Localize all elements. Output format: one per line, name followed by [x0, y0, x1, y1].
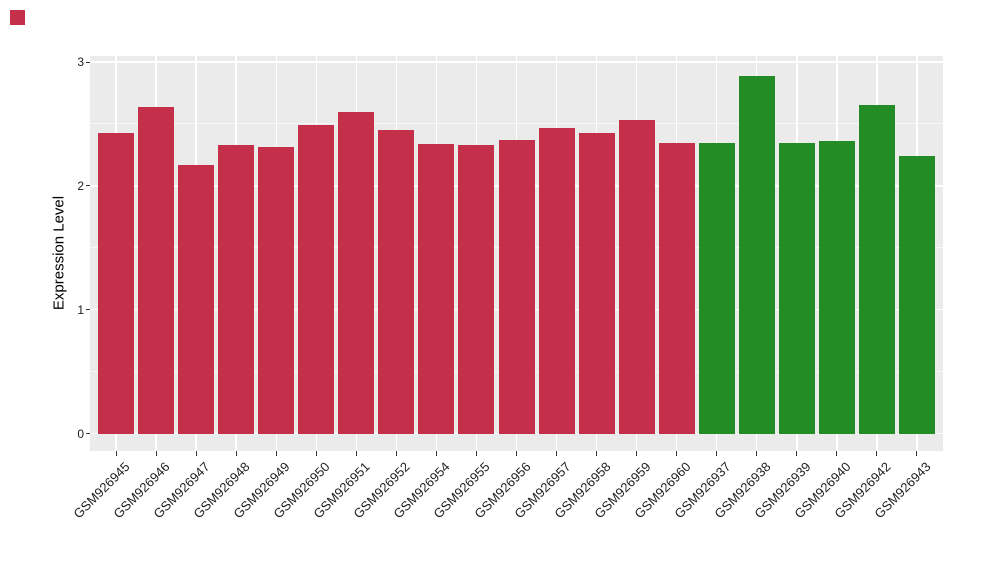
bar-GSM926945	[98, 132, 135, 434]
bar-GSM926946	[138, 106, 175, 434]
bar-GSM926958	[578, 132, 615, 434]
x-tick	[195, 451, 197, 456]
x-tick	[796, 451, 798, 456]
bar-GSM926956	[498, 140, 535, 434]
bar-GSM926960	[658, 142, 695, 434]
y-tick	[85, 433, 90, 434]
bar-GSM926957	[538, 127, 575, 434]
x-tick	[756, 451, 758, 456]
x-tick	[275, 451, 277, 456]
x-tick	[876, 451, 878, 456]
x-tick	[596, 451, 598, 456]
x-tick	[716, 451, 718, 456]
x-tick	[395, 451, 397, 456]
x-tick	[115, 451, 117, 456]
y-tick-label: 1	[77, 302, 84, 317]
x-tick	[516, 451, 517, 456]
x-tick	[235, 451, 237, 456]
bar-GSM926951	[338, 111, 375, 434]
plot-panel	[90, 56, 943, 451]
bar-GSM926955	[458, 144, 495, 434]
bar-GSM926959	[618, 120, 655, 434]
bar-GSM926943	[898, 156, 935, 434]
x-tick	[155, 451, 157, 456]
bar-GSM926950	[298, 125, 335, 434]
corner-marker	[10, 10, 25, 25]
x-tick	[556, 451, 558, 456]
x-tick	[315, 451, 317, 456]
x-tick	[355, 451, 357, 456]
x-tick	[836, 451, 838, 456]
bar-GSM926948	[218, 144, 255, 434]
y-tick-label: 0	[77, 426, 84, 441]
bar-GSM926949	[258, 147, 295, 434]
x-tick	[916, 451, 918, 456]
bar-GSM926952	[378, 130, 415, 434]
bar-GSM926942	[858, 105, 895, 434]
x-tick	[475, 451, 477, 456]
y-tick-label: 3	[77, 55, 84, 69]
bar-GSM926947	[178, 164, 215, 434]
bar-GSM926954	[418, 143, 455, 434]
bar-GSM926938	[738, 75, 775, 434]
y-tick	[85, 61, 90, 63]
x-tick	[676, 451, 678, 456]
y-tick	[85, 185, 90, 187]
y-tick	[85, 309, 90, 311]
y-tick-label: 2	[77, 178, 84, 193]
x-tick	[636, 451, 638, 456]
bar-GSM926940	[818, 141, 855, 434]
y-axis-title: Expression Level	[50, 195, 68, 311]
bar-GSM926937	[698, 142, 735, 434]
gridline-major-y	[90, 61, 943, 63]
x-tick	[435, 451, 437, 456]
bar-GSM926939	[778, 142, 815, 434]
